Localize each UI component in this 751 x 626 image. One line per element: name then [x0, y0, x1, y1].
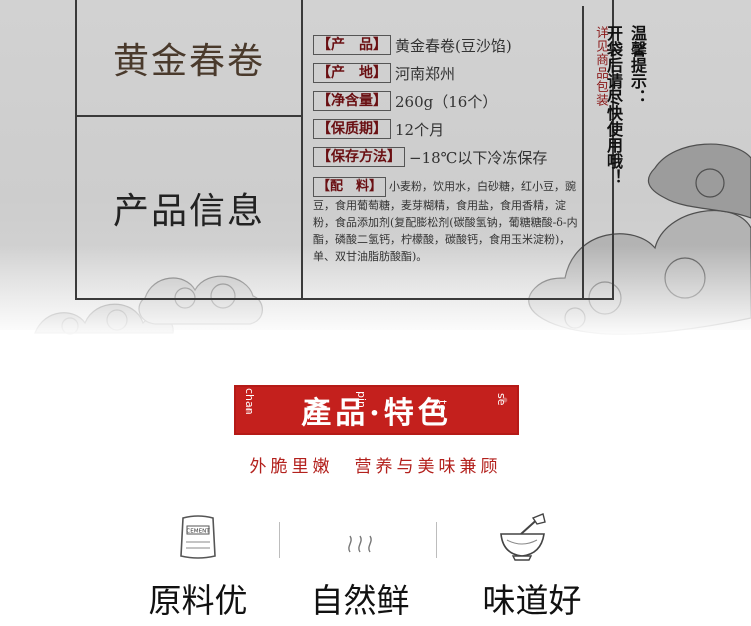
spec-row-shelf-life: 【保质期】 12个月 [313, 115, 579, 143]
spec-list: 【产 品】 黄金春卷(豆沙馅) 【产 地】 河南郑州 【净含量】 260g（16… [313, 31, 579, 265]
pinyin-se: se [495, 393, 508, 406]
product-info-heading: 产品信息 [112, 190, 265, 232]
panel-bottom-fade [0, 245, 751, 355]
cement-label: CEMENT [186, 529, 210, 535]
frame-divider-horizontal [77, 115, 301, 117]
tip-text: 开袋后请尽快使用哦！ [604, 25, 623, 185]
spec-key: 【保存方法】 [313, 147, 405, 167]
feature-label-fresh: 自然鲜 [310, 581, 410, 620]
spec-key: 【净含量】 [313, 91, 391, 111]
spec-row-product: 【产 品】 黄金春卷(豆沙馅) [313, 31, 579, 59]
cement-bag-icon: CEMENT [180, 515, 216, 559]
ingredients-text: 【配 料】 小麦粉，饮用水，白砂糖，红小豆，豌豆，食用葡萄糖，麦芽糊精，食用盐，食… [313, 177, 583, 265]
pinyin-te: te [436, 400, 449, 412]
spec-key: 【产 地】 [313, 63, 391, 83]
spec-row-storage: 【保存方法】 −18℃以下冷冻保存 [313, 143, 579, 171]
tip-title: 温馨提示： [628, 25, 647, 105]
spec-value: 12个月 [395, 120, 445, 139]
spec-row-origin: 【产 地】 河南郑州 [313, 59, 579, 87]
feature-separator [279, 522, 280, 558]
steam-icon [348, 535, 372, 553]
ingredients-key: 【配 料】 [313, 177, 387, 197]
spec-value: −18℃以下冷冻保存 [409, 148, 548, 167]
ingredients-value: 小麦粉，饮用水，白砂糖，红小豆，豌豆，食用葡萄糖，麦芽糊精，食用盐，食用香精，淀… [313, 180, 578, 263]
frame-divider-left [301, 0, 303, 298]
spec-key: 【产 品】 [313, 35, 391, 55]
label-frame: 黄金春卷 产品信息 【产 品】 黄金春卷(豆沙馅) 【产 地】 河南郑州 【净含… [75, 0, 614, 300]
spec-value: 黄金春卷(豆沙馅) [395, 36, 512, 55]
pinyin-pin: pin [355, 391, 368, 409]
pinyin-chan: chan [243, 388, 256, 415]
feature-separator [436, 522, 437, 558]
spec-key: 【保质期】 [313, 119, 391, 139]
product-label-panel: 黄金春卷 产品信息 【产 品】 黄金春卷(豆沙馅) 【产 地】 河南郑州 【净含… [0, 0, 751, 355]
feature-banner-title: 產品·特色 [301, 396, 452, 431]
feature-label-taste: 味道好 [482, 581, 582, 620]
feature-banner: 產品·特色 chan pin te se [234, 385, 519, 435]
package-note: 详见商品包装 [594, 26, 609, 107]
feature-slogan: 外脆里嫩 营养与美味兼顾 [249, 457, 502, 477]
mixing-bowl-icon [500, 513, 546, 561]
spec-row-net-weight: 【净含量】 260g（16个） [313, 87, 579, 115]
product-title: 黄金春卷 [112, 40, 265, 82]
banner-texture [234, 385, 519, 435]
feature-label-ingredients: 原料优 [148, 581, 248, 620]
spec-value: 260g（16个） [395, 92, 498, 111]
frame-divider-right [582, 6, 584, 298]
spec-value: 河南郑州 [395, 64, 456, 83]
